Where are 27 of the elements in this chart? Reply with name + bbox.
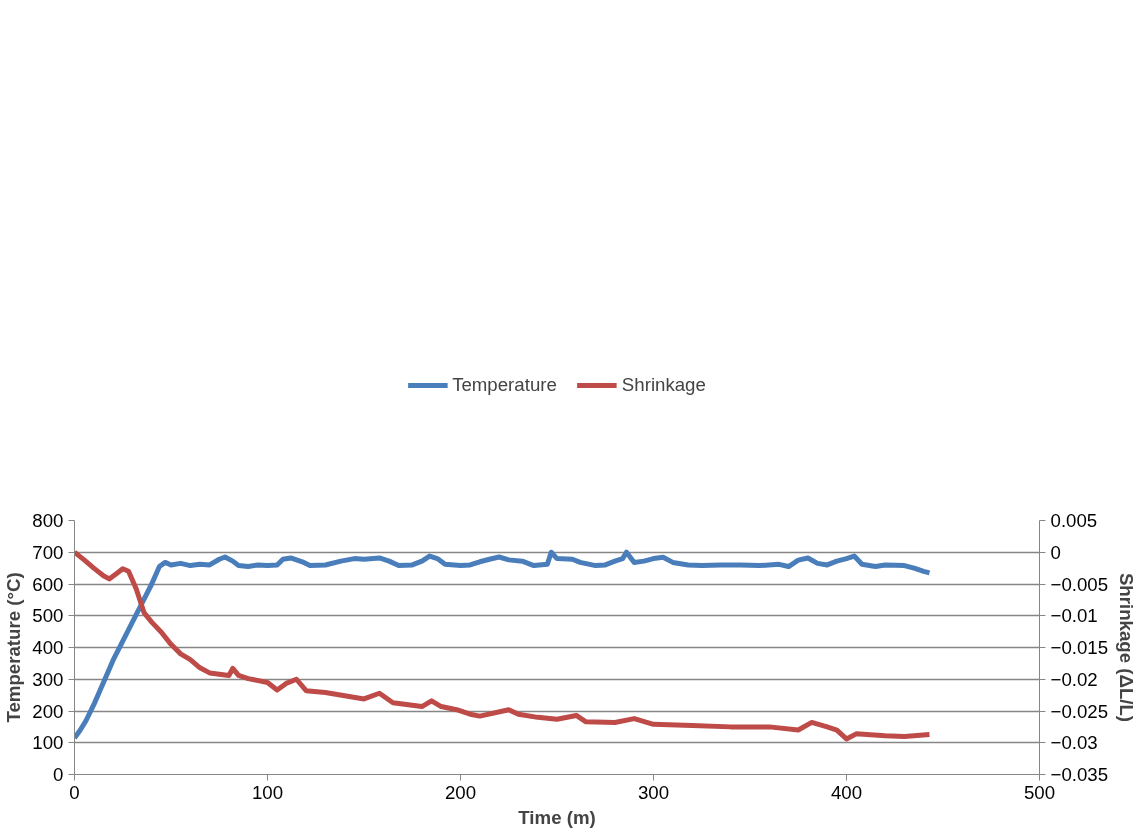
y-tick-label: 700	[32, 541, 64, 563]
y-tick-label: 600	[32, 573, 64, 595]
y-tick-label: 0	[53, 764, 64, 785]
y-tick-label: 800	[32, 510, 64, 531]
legend-label: Shrinkage	[621, 373, 706, 396]
x-tick-label: 200	[444, 781, 477, 803]
y2-tick-label: −0.01	[1050, 605, 1098, 627]
x-tick-label: 100	[251, 781, 284, 803]
y2-tick-label: −0.03	[1050, 732, 1098, 754]
y-tick-label: 100	[32, 732, 64, 754]
y2-tick-label: −0.02	[1050, 668, 1098, 690]
y2-tick-label: 0	[1050, 541, 1061, 563]
x-tick-label: 0	[69, 781, 80, 803]
x-axis-title: Time (m)	[518, 806, 596, 828]
y-tick-label: 200	[32, 700, 64, 722]
y-tick-label: 300	[32, 668, 64, 690]
y2-tick-label: −0.015	[1050, 637, 1109, 658]
x-tick-label: 400	[830, 781, 863, 803]
y2-tick-label: −0.025	[1050, 700, 1109, 722]
y2-tick-label: 0.005	[1050, 510, 1098, 531]
y2-axis-title: Shrinkage (ΔL/L)	[1116, 572, 1138, 723]
y-tick-label: 500	[32, 605, 64, 627]
x-tick-label: 300	[637, 781, 670, 803]
legend-label: Temperature	[452, 373, 557, 396]
y2-tick-label: −0.005	[1050, 573, 1109, 595]
y-axis-title: Temperature (°C)	[3, 572, 25, 723]
y-tick-label: 400	[32, 637, 64, 658]
